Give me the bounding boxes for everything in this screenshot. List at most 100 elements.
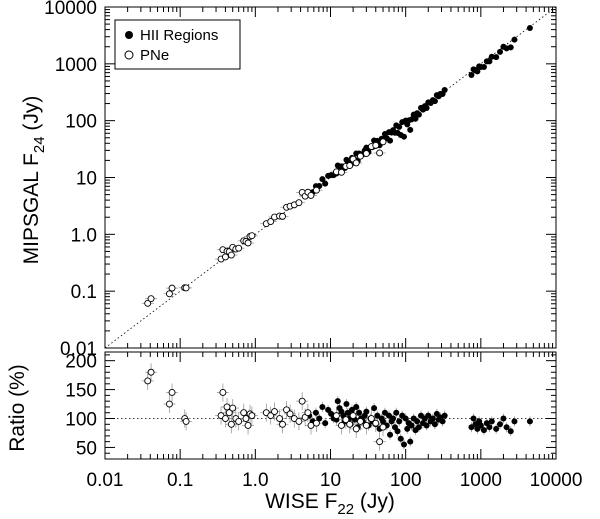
pne-flux-point xyxy=(248,232,256,240)
x-tick-label: 10000 xyxy=(530,470,583,491)
hii-flux-point xyxy=(412,115,419,122)
hii-flux-point xyxy=(319,176,326,183)
pne-flux-point xyxy=(372,141,380,149)
pne-ratio-point xyxy=(147,368,155,376)
hii-ratio-point xyxy=(470,415,477,422)
legend-marker-pne xyxy=(124,50,134,60)
hii-flux-point xyxy=(468,71,475,78)
hii-flux-point xyxy=(474,68,481,75)
hii-flux-point xyxy=(493,54,500,61)
pne-ratio-point xyxy=(295,417,303,425)
pne-ratio-point xyxy=(225,409,233,417)
bottom-y-axis-title: Ratio (%) xyxy=(6,364,29,452)
x-tick-label: 1.0 xyxy=(242,470,268,491)
hii-ratio-point xyxy=(493,425,500,432)
pne-flux-point xyxy=(379,138,387,146)
reference-lines xyxy=(104,6,557,419)
hii-ratio-point xyxy=(394,428,401,435)
pne-ratio-point xyxy=(235,417,243,425)
hii-ratio-point xyxy=(526,418,533,425)
hii-ratio-point xyxy=(322,420,329,427)
pne-flux-point xyxy=(312,186,320,194)
hii-ratio-point xyxy=(407,438,414,445)
pne-ratio-point xyxy=(372,419,380,427)
x-tick-label: 100 xyxy=(390,470,422,491)
hii-flux-point xyxy=(486,58,493,65)
pne-ratio-point xyxy=(286,410,294,418)
ratio-tick-label: 100 xyxy=(65,410,97,431)
y-tick-label: 1000 xyxy=(55,55,97,76)
hii-ratio-point xyxy=(439,418,446,425)
hii-ratio-point xyxy=(397,435,404,442)
hii-flux-point xyxy=(497,48,504,55)
hii-ratio-point xyxy=(480,427,487,434)
hii-flux-point xyxy=(488,53,495,60)
hii-flux-point xyxy=(400,133,407,140)
hii-ratio-point xyxy=(387,431,394,438)
pne-ratio-point xyxy=(240,409,248,417)
pne-flux-point xyxy=(144,299,152,307)
hii-flux-point xyxy=(415,111,422,118)
hii-ratio-point xyxy=(500,415,507,422)
pne-flux-point xyxy=(221,253,229,261)
hii-flux-point xyxy=(431,98,438,105)
legend-marker-hii xyxy=(125,31,133,39)
y-tick-label: 0.01 xyxy=(60,339,97,360)
pne-ratio-point xyxy=(244,422,252,429)
hii-ratio-point xyxy=(404,425,411,432)
hii-ratio-point xyxy=(414,418,421,425)
hii-ratio-point xyxy=(343,401,350,408)
x-tick-label: 0.01 xyxy=(87,470,124,491)
pne-ratio-point xyxy=(352,425,360,433)
pne-ratio-point xyxy=(182,417,190,425)
pne-ratio-point xyxy=(144,377,152,385)
pne-ratio-point xyxy=(223,403,231,411)
pne-flux-point xyxy=(267,218,275,225)
pne-ratio-point xyxy=(267,412,275,420)
pne-ratio-point xyxy=(304,409,312,417)
pne-ratio-point xyxy=(271,408,278,416)
pne-flux-point xyxy=(338,168,345,176)
pne-ratio-point xyxy=(279,420,286,428)
legend: HII Regions PNe xyxy=(114,19,241,70)
y-tick-label: 0.1 xyxy=(71,282,97,303)
hii-flux-point xyxy=(507,44,514,51)
bottom-panel-ticks: 50 100 150 200 xyxy=(65,352,556,459)
pne-ratio-point xyxy=(362,422,370,429)
pne-flux-point xyxy=(244,239,252,247)
hii-ratio-point xyxy=(400,441,407,448)
pne-flux-point xyxy=(356,152,364,160)
hii-flux-point xyxy=(387,137,394,144)
hii-ratio-point xyxy=(488,418,495,425)
hii-flux-point xyxy=(423,104,430,111)
y-tick-label: 10 xyxy=(76,169,97,190)
hii-flux-point xyxy=(396,123,403,130)
y-tick-label: 10000 xyxy=(44,0,97,19)
hii-flux-point xyxy=(526,24,533,31)
pne-flux-point xyxy=(147,295,155,303)
hii-flux-point xyxy=(407,126,414,133)
pne-ratio-point xyxy=(342,416,350,424)
hii-ratio-point xyxy=(319,403,326,410)
legend-box xyxy=(114,19,241,70)
pne-flux-point xyxy=(165,290,173,298)
pne-ratio-point xyxy=(219,389,227,396)
hii-ratio-point xyxy=(328,410,335,417)
hii-ratio-point xyxy=(477,422,484,429)
bottom-panel-frame xyxy=(104,351,557,460)
hii-ratio-point xyxy=(353,403,360,410)
pne-ratio-point xyxy=(229,404,237,412)
pne-ratio-point xyxy=(227,420,235,428)
pne-ratio-point xyxy=(333,412,340,420)
hii-ratio-point xyxy=(423,422,430,429)
hii-ratio-point xyxy=(393,409,400,416)
top-panel-ticks: 0.01 0.1 1.0 10 100 1000 10000 xyxy=(44,0,556,360)
y-tick-label: 100 xyxy=(65,112,97,133)
x-tick-label: 1000 xyxy=(460,470,502,491)
hii-flux-point xyxy=(511,36,518,43)
x-tick-label: 0.1 xyxy=(167,470,193,491)
pne-ratio-point xyxy=(242,415,250,422)
error-bars xyxy=(141,24,533,451)
pne-ratio-point xyxy=(346,420,354,428)
pne-flux-point xyxy=(227,251,235,259)
